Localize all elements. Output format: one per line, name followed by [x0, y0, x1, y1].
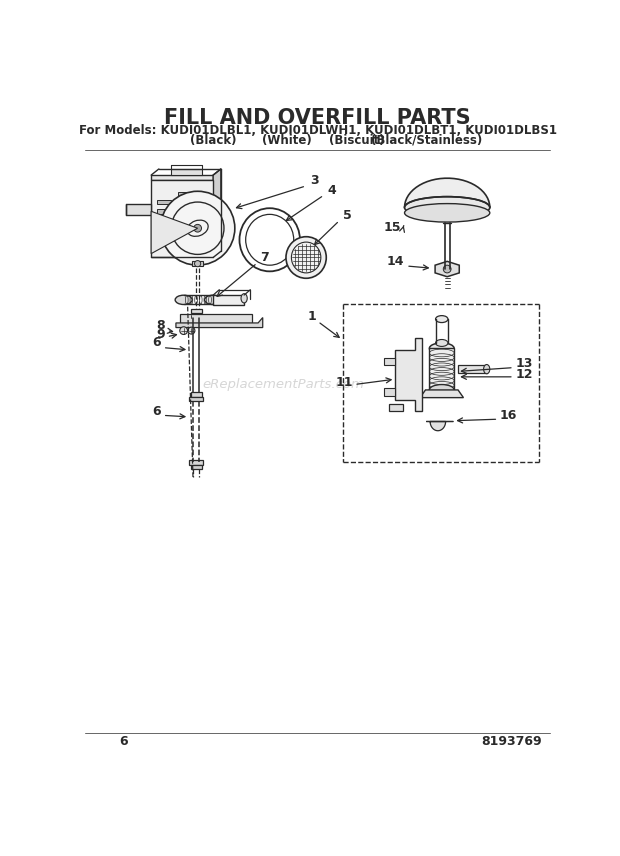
Ellipse shape [286, 237, 326, 278]
Polygon shape [179, 192, 192, 196]
Text: (Black): (Black) [190, 134, 236, 147]
Ellipse shape [435, 340, 448, 347]
Text: (White): (White) [262, 134, 312, 147]
Ellipse shape [175, 295, 192, 305]
Ellipse shape [404, 197, 490, 218]
Polygon shape [420, 390, 463, 398]
Polygon shape [189, 315, 203, 318]
Text: 7: 7 [260, 251, 269, 264]
Polygon shape [192, 261, 203, 266]
Polygon shape [429, 348, 454, 390]
Polygon shape [189, 397, 203, 401]
Polygon shape [151, 175, 213, 181]
Polygon shape [170, 169, 202, 175]
Text: 16: 16 [500, 409, 517, 422]
Text: 14: 14 [387, 255, 404, 268]
Polygon shape [191, 392, 202, 397]
Text: 4: 4 [327, 183, 336, 197]
Circle shape [180, 327, 187, 335]
Ellipse shape [205, 295, 222, 305]
Polygon shape [427, 421, 453, 431]
Text: 3: 3 [310, 175, 319, 187]
Circle shape [188, 327, 195, 334]
Circle shape [161, 191, 235, 265]
Text: 6: 6 [153, 336, 161, 349]
Text: 6: 6 [153, 406, 161, 419]
Ellipse shape [241, 294, 247, 303]
Ellipse shape [404, 204, 490, 222]
Polygon shape [180, 313, 252, 323]
Text: eReplacementParts.com: eReplacementParts.com [202, 378, 364, 391]
Polygon shape [151, 181, 213, 258]
Polygon shape [156, 199, 171, 205]
Ellipse shape [429, 343, 454, 354]
Text: 8193769: 8193769 [481, 735, 542, 748]
Text: 5: 5 [342, 209, 352, 222]
Text: 12: 12 [515, 368, 533, 382]
Polygon shape [458, 366, 487, 373]
Text: For Models: KUDI01DLBL1, KUDI01DLWH1, KUDI01DLBT1, KUDI01DLBS1: For Models: KUDI01DLBL1, KUDI01DLWH1, KU… [79, 124, 557, 137]
Polygon shape [189, 460, 203, 465]
Text: 11: 11 [335, 376, 353, 389]
Circle shape [193, 224, 202, 232]
Text: 15: 15 [384, 221, 402, 234]
Ellipse shape [484, 365, 490, 374]
Ellipse shape [429, 384, 454, 395]
Polygon shape [396, 338, 422, 412]
Polygon shape [404, 178, 490, 207]
Text: 8: 8 [156, 319, 165, 332]
Text: 1: 1 [308, 310, 316, 323]
Polygon shape [156, 209, 171, 214]
Polygon shape [176, 318, 263, 328]
Text: 9: 9 [156, 329, 165, 342]
Polygon shape [384, 389, 396, 396]
Polygon shape [384, 358, 396, 366]
Text: (Biscuit): (Biscuit) [329, 134, 384, 147]
Ellipse shape [435, 316, 448, 323]
Polygon shape [191, 465, 202, 469]
Polygon shape [389, 404, 403, 412]
Polygon shape [213, 169, 221, 258]
Circle shape [195, 260, 201, 267]
Text: 6: 6 [120, 735, 128, 748]
Circle shape [443, 265, 451, 273]
Polygon shape [191, 309, 202, 313]
Polygon shape [435, 261, 459, 276]
Text: (Black/Stainless): (Black/Stainless) [371, 134, 482, 147]
Text: FILL AND OVERFILL PARTS: FILL AND OVERFILL PARTS [164, 108, 471, 128]
Polygon shape [125, 204, 151, 215]
Polygon shape [151, 211, 198, 253]
Text: 13: 13 [515, 357, 533, 370]
Polygon shape [213, 295, 244, 305]
